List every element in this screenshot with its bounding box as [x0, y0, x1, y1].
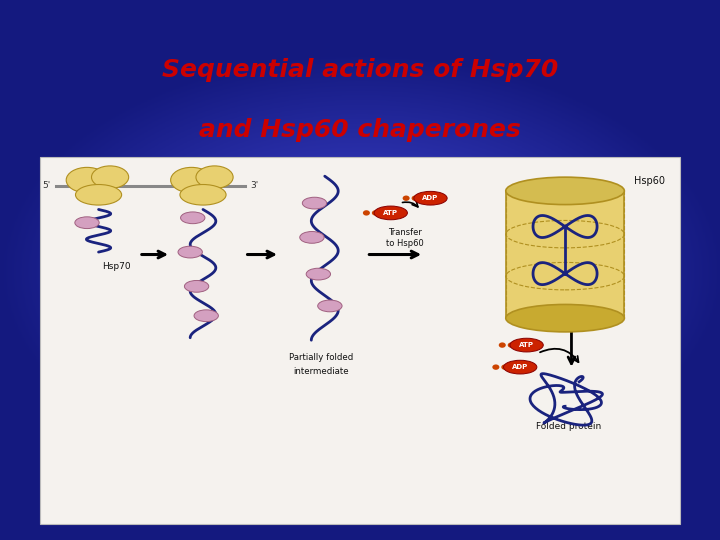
Ellipse shape — [300, 232, 324, 243]
Ellipse shape — [503, 360, 537, 374]
Ellipse shape — [171, 167, 212, 193]
Text: Hsp60: Hsp60 — [634, 176, 665, 186]
Text: Transfer: Transfer — [388, 228, 422, 237]
Text: Folded protein: Folded protein — [536, 422, 601, 431]
Ellipse shape — [306, 268, 330, 280]
Circle shape — [372, 210, 379, 215]
Circle shape — [363, 210, 370, 215]
Text: to Hsp60: to Hsp60 — [386, 239, 424, 248]
Text: ATP: ATP — [519, 342, 534, 348]
Circle shape — [501, 364, 508, 370]
Circle shape — [517, 342, 523, 348]
Polygon shape — [505, 191, 624, 318]
Text: 5': 5' — [42, 181, 50, 191]
Ellipse shape — [76, 185, 122, 205]
Text: and Hsp60 chaperones: and Hsp60 chaperones — [199, 118, 521, 141]
Ellipse shape — [75, 217, 99, 228]
Text: Partially folded: Partially folded — [289, 353, 354, 362]
Ellipse shape — [505, 305, 624, 332]
Ellipse shape — [414, 191, 447, 205]
Ellipse shape — [510, 338, 544, 352]
Circle shape — [402, 195, 410, 201]
Ellipse shape — [196, 166, 233, 188]
Text: ADP: ADP — [423, 195, 438, 201]
Text: Sequential actions of Hsp70: Sequential actions of Hsp70 — [162, 58, 558, 82]
Ellipse shape — [374, 206, 408, 220]
Text: ADP: ADP — [512, 364, 528, 370]
Ellipse shape — [178, 246, 202, 258]
Circle shape — [381, 210, 388, 215]
Ellipse shape — [505, 177, 624, 205]
Circle shape — [508, 342, 515, 348]
Ellipse shape — [194, 310, 218, 322]
Ellipse shape — [318, 300, 342, 312]
FancyBboxPatch shape — [40, 157, 680, 524]
Ellipse shape — [66, 167, 108, 193]
Circle shape — [420, 195, 428, 201]
Text: intermediate: intermediate — [294, 368, 349, 376]
Circle shape — [412, 195, 418, 201]
Circle shape — [492, 364, 500, 370]
Circle shape — [510, 364, 517, 370]
Circle shape — [499, 342, 505, 348]
Ellipse shape — [91, 166, 129, 188]
Text: Hsp70: Hsp70 — [102, 262, 130, 271]
Ellipse shape — [181, 212, 205, 224]
Ellipse shape — [184, 280, 209, 292]
Ellipse shape — [302, 197, 327, 209]
Text: 3': 3' — [250, 181, 258, 191]
Ellipse shape — [180, 185, 226, 205]
Text: ATP: ATP — [383, 210, 398, 216]
